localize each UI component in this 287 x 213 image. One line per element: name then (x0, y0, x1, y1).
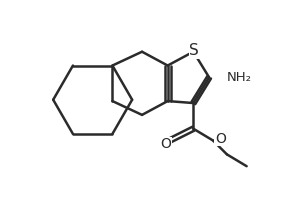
Text: O: O (160, 138, 171, 151)
Text: S: S (189, 43, 199, 58)
Text: NH₂: NH₂ (227, 71, 252, 84)
Text: O: O (215, 132, 226, 145)
